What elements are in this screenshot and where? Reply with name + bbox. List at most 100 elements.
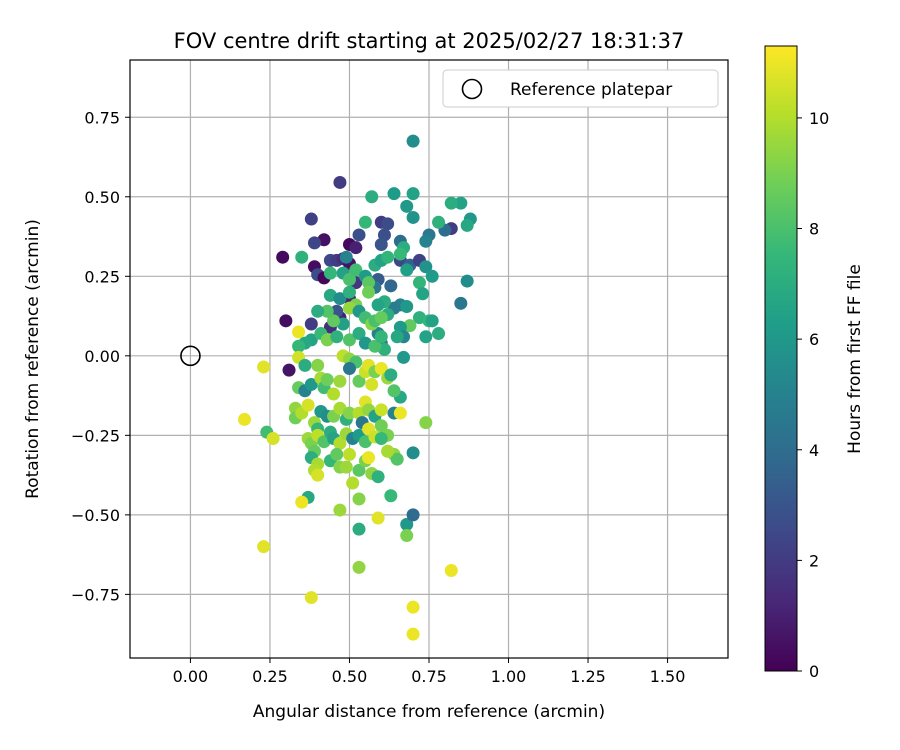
scatter-point: [381, 217, 395, 231]
scatter-point: [381, 444, 395, 458]
colorbar-tick-label: 8: [809, 220, 819, 239]
scatter-point: [393, 406, 407, 420]
scatter-point: [346, 476, 360, 490]
x-axis-label: Angular distance from reference (arcmin): [253, 702, 605, 722]
scatter-point: [374, 330, 388, 344]
scatter-point: [292, 339, 306, 353]
scatter-point: [419, 330, 433, 344]
scatter-point: [304, 377, 318, 391]
scatter-point: [320, 304, 334, 318]
scatter-point: [374, 432, 388, 446]
scatter-point: [384, 489, 398, 503]
scatter-point: [301, 398, 315, 412]
x-tick-label: 1.00: [491, 667, 527, 686]
scatter-point: [400, 199, 414, 213]
x-axis-ticks: 0.00 0.25 0.50 0.75 1.00 1.25 1.50: [173, 658, 685, 686]
scatter-point: [333, 503, 347, 517]
scatter-point: [352, 228, 366, 242]
colorbar: 0 2 4 6 8 10 Hours from first FF file: [764, 45, 865, 681]
scatter-point: [371, 298, 385, 312]
legend-box: [442, 69, 719, 108]
scatter-point: [320, 373, 334, 387]
scatter-point: [257, 360, 271, 374]
scatter-point: [333, 292, 347, 306]
scatter-point: [460, 218, 474, 232]
scatter-point: [419, 416, 433, 430]
scatter-point: [349, 263, 363, 277]
scatter-point: [327, 314, 341, 328]
y-tick-label: −0.75: [71, 585, 120, 604]
scatter-point: [333, 175, 347, 189]
scatter-point: [390, 452, 404, 466]
scatter-point: [374, 403, 388, 417]
scatter-point: [393, 247, 407, 261]
scatter-point: [406, 627, 420, 641]
y-tick-label: 0.00: [84, 347, 120, 366]
scatter-point: [292, 325, 306, 339]
scatter-point: [330, 447, 344, 461]
scatter-point: [295, 495, 309, 509]
scatter-point: [400, 517, 414, 531]
x-tick-label: 0.25: [252, 667, 288, 686]
y-axis-ticks: −0.75 −0.50 −0.25 0.00 0.25 0.50 0.75: [71, 108, 130, 604]
scatter-point: [295, 250, 309, 264]
scatter-point: [406, 134, 420, 148]
colorbar-tick-label: 2: [809, 551, 819, 570]
scatter-point: [276, 250, 290, 264]
scatter-point: [238, 412, 252, 426]
scatter-point: [304, 317, 318, 331]
scatter-point: [400, 263, 414, 277]
scatter-point: [342, 362, 356, 376]
colorbar-tick-label: 10: [809, 109, 829, 128]
scatter-point: [323, 266, 337, 280]
scatter-point: [282, 363, 296, 377]
scatter-point: [327, 387, 341, 401]
scatter-point: [406, 600, 420, 614]
reference-platepar-marker: [180, 345, 201, 367]
colorbar-tick-label: 6: [809, 330, 819, 349]
scatter-point: [460, 274, 474, 288]
legend-marker-reference-platepar-icon: [461, 78, 483, 100]
scatter-point: [384, 368, 398, 382]
x-tick-label: 1.25: [570, 667, 606, 686]
x-tick-label: 0.50: [332, 667, 368, 686]
scatter-point: [387, 187, 401, 201]
scatter-point: [330, 330, 344, 344]
scatter-point: [444, 196, 458, 210]
scatter-point: [374, 362, 388, 376]
y-tick-label: −0.25: [71, 426, 120, 445]
grid-lines: [130, 60, 728, 658]
scatter-point: [425, 269, 439, 283]
scatter-point: [381, 250, 395, 264]
scatter-point: [311, 468, 325, 482]
y-tick-label: 0.75: [84, 108, 120, 127]
scatter-point: [425, 314, 439, 328]
scatter-point: [304, 591, 318, 605]
scatter-point: [412, 276, 426, 290]
scatter-point: [406, 508, 420, 522]
scatter-point: [352, 463, 366, 477]
scatter-point: [279, 314, 293, 328]
colorbar-tick-label: 0: [809, 662, 819, 681]
scatter-point: [349, 241, 363, 255]
scatter-point: [365, 377, 379, 391]
scatter-point: [454, 296, 468, 310]
scatter-point: [419, 260, 433, 274]
scatter-point: [374, 419, 388, 433]
scatter-point: [416, 287, 430, 301]
scatter-point: [342, 272, 356, 286]
legend-entry-reference-platepar: Reference platepar: [510, 80, 672, 100]
scatter-point: [374, 237, 388, 251]
colorbar-tick-label: 4: [809, 441, 819, 460]
scatter-points: [180, 134, 477, 641]
scatter-point: [298, 358, 312, 372]
scatter-point: [362, 285, 376, 299]
scatter-point: [362, 451, 376, 465]
colorbar-ticks: 0 2 4 6 8 10: [797, 109, 829, 681]
chart-title: FOV centre drift starting at 2025/02/27 …: [174, 29, 685, 53]
scatter-point: [365, 190, 379, 204]
scatter-point: [454, 196, 468, 210]
scatter-point: [384, 279, 398, 293]
scatter-point: [358, 215, 372, 229]
